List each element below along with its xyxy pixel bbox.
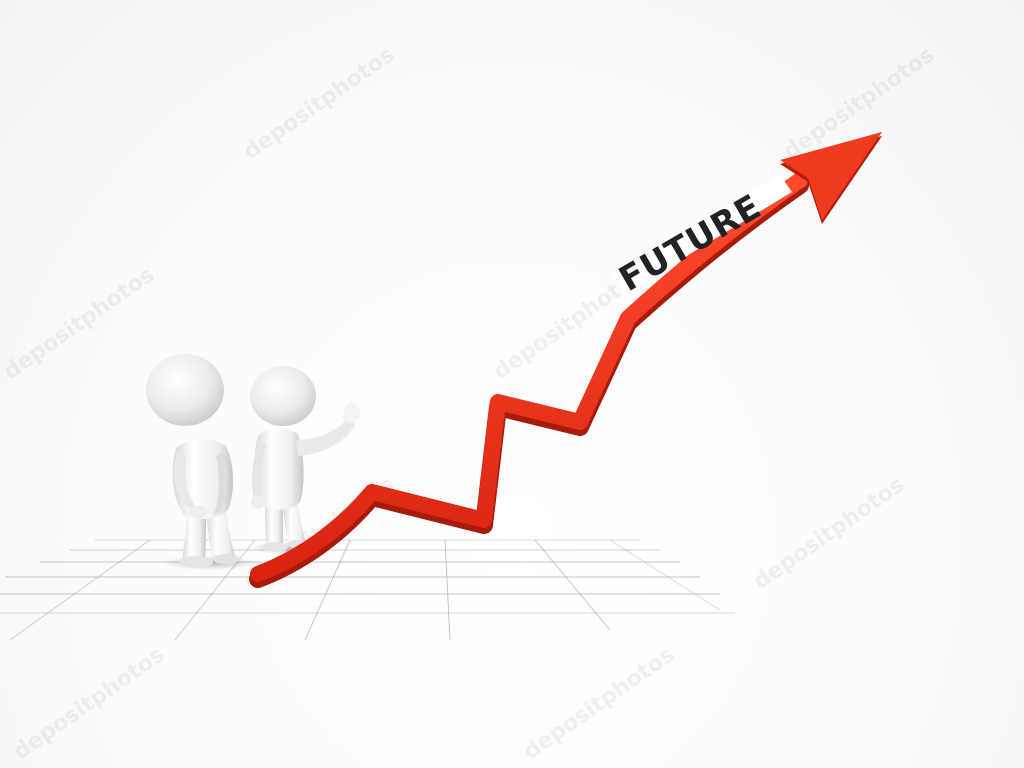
watermark: depositphotos depositphotos depositphoto… xyxy=(0,42,939,765)
watermark-text: depositphotos xyxy=(239,42,399,165)
right-person-figure xyxy=(250,366,360,552)
arrow-head xyxy=(780,132,882,220)
watermark-text: depositphotos xyxy=(0,262,159,385)
growth-arrow xyxy=(249,132,882,588)
watermark-text: depositphotos xyxy=(749,472,909,595)
left-person-figure xyxy=(146,354,240,568)
floor-grid xyxy=(0,539,735,641)
watermark-text: depositphotos xyxy=(519,642,679,765)
arrow-label: FUTURE xyxy=(613,187,769,300)
watermark-text: depositphotos xyxy=(9,642,169,765)
